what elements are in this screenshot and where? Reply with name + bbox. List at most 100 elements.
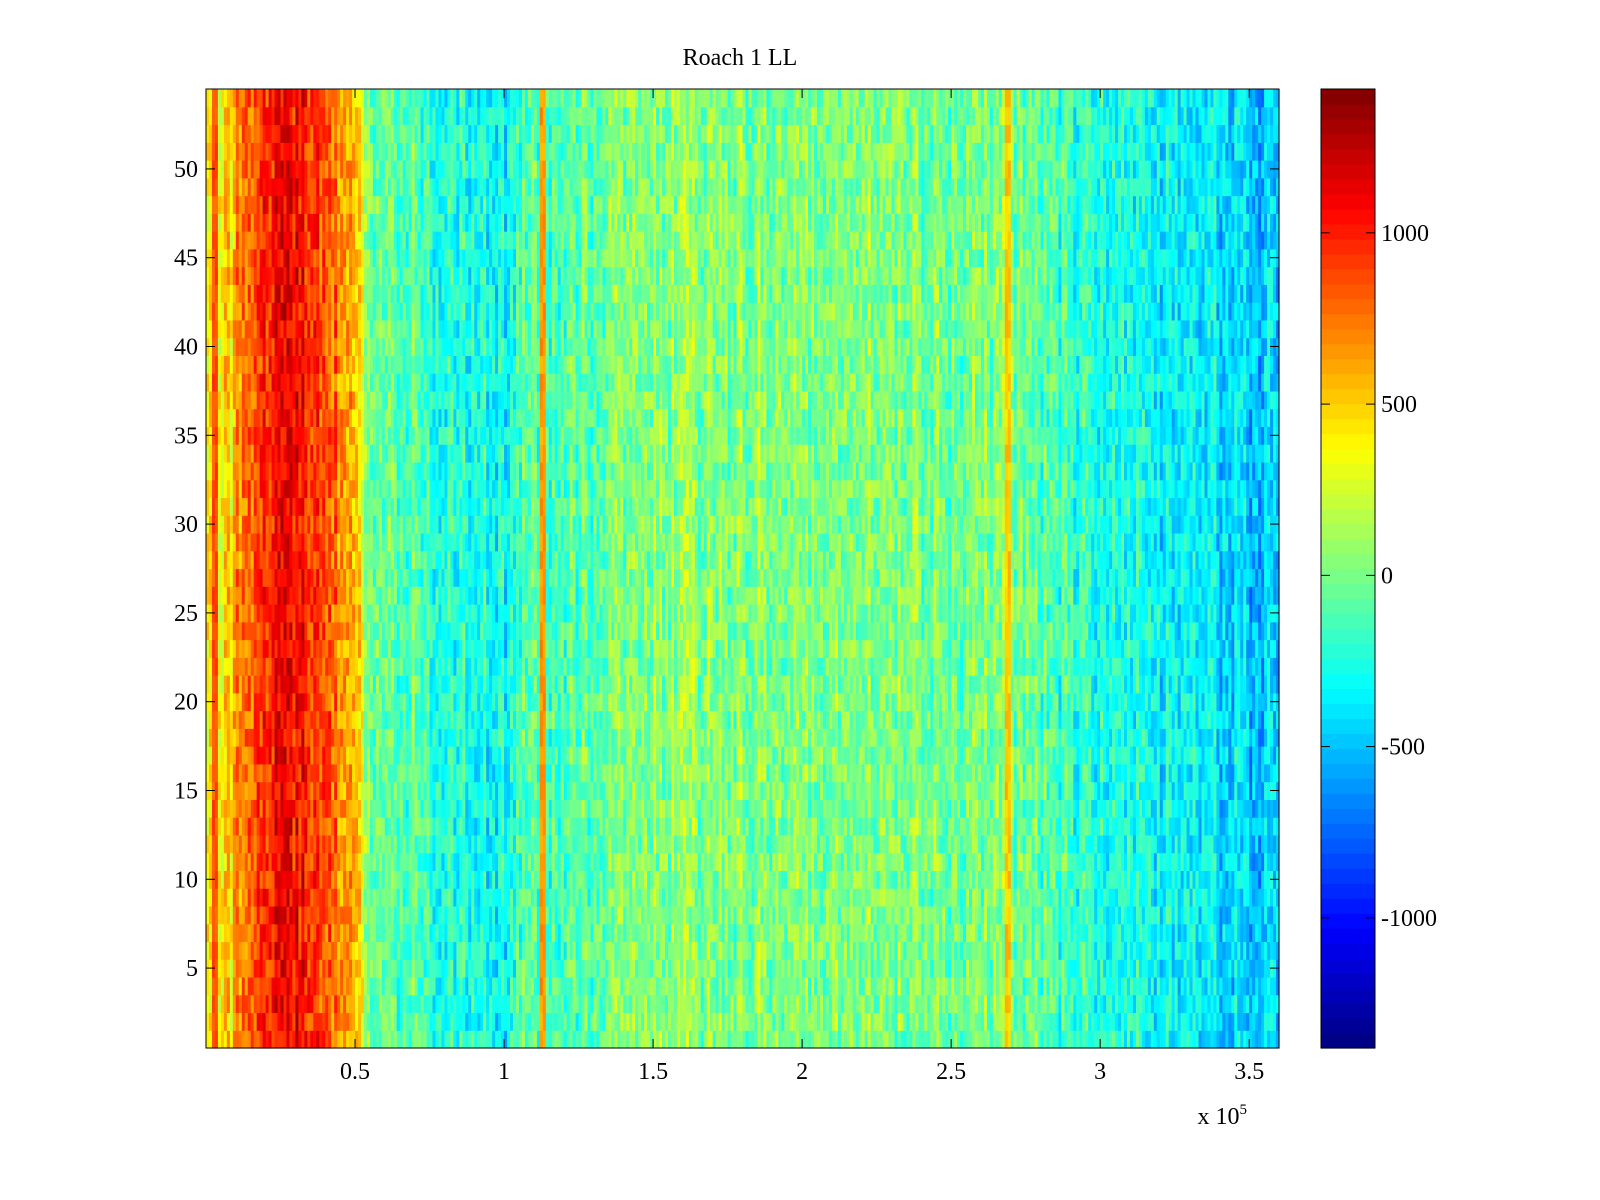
heatmap-cell	[247, 710, 252, 729]
heatmap-cell	[441, 905, 446, 925]
heatmap-cell	[307, 923, 311, 943]
heatmap-cell	[447, 1012, 452, 1031]
heatmap-cell	[310, 568, 314, 587]
heatmap-cell	[360, 142, 365, 161]
heatmap-cell	[235, 675, 240, 694]
heatmap-cell	[420, 604, 425, 623]
heatmap-cell	[390, 160, 395, 179]
heatmap-cell	[414, 976, 419, 996]
heatmap-cell	[229, 160, 234, 179]
heatmap-cell	[399, 763, 404, 783]
heatmap-cell	[310, 408, 314, 428]
heatmap-cell	[295, 1030, 299, 1049]
heatmap-cell	[334, 497, 338, 516]
heatmap-cell	[384, 852, 389, 872]
heatmap-cell	[438, 550, 443, 570]
heatmap-cell	[298, 586, 302, 605]
heatmap-cell	[268, 195, 273, 214]
heatmap-cell	[340, 124, 344, 143]
heatmap-cell	[217, 319, 222, 339]
heatmap-cell	[271, 319, 276, 339]
heatmap-cell	[465, 142, 469, 161]
heatmap-cell	[256, 763, 261, 783]
heatmap-cell	[334, 799, 338, 818]
heatmap-cell	[396, 284, 401, 303]
heatmap-cell	[334, 728, 338, 747]
heatmap-cell	[289, 604, 294, 623]
heatmap-cell	[441, 710, 446, 729]
heatmap-cell	[396, 461, 401, 481]
heatmap-cell	[271, 728, 276, 747]
heatmap-cell	[274, 586, 279, 605]
heatmap-cell	[307, 763, 311, 783]
heatmap-cell	[208, 532, 213, 552]
heatmap-cell	[283, 976, 288, 996]
heatmap-cell	[316, 905, 320, 925]
heatmap-cell	[337, 586, 341, 605]
heatmap-cell	[384, 763, 389, 783]
heatmap-cell	[289, 763, 294, 783]
heatmap-cell	[244, 284, 249, 303]
heatmap-cell	[298, 532, 302, 552]
heatmap-cell	[399, 568, 404, 587]
heatmap-cell	[363, 248, 368, 268]
heatmap-cell	[298, 1012, 302, 1031]
heatmap-cell	[411, 248, 416, 268]
heatmap-cell	[408, 284, 413, 303]
heatmap-cell	[453, 746, 457, 765]
heatmap-cell	[366, 408, 371, 428]
heatmap-cell	[426, 852, 431, 872]
heatmap-cell	[295, 746, 299, 765]
heatmap-cell	[316, 444, 320, 463]
heatmap-cell	[441, 213, 446, 232]
heatmap-cell	[262, 781, 267, 800]
heatmap-cell	[459, 444, 463, 463]
heatmap-cell	[292, 941, 297, 960]
heatmap-cell	[217, 532, 222, 552]
heatmap-cell	[301, 284, 305, 303]
heatmap-cell	[229, 870, 234, 889]
heatmap-cell	[363, 994, 368, 1014]
heatmap-cell	[402, 1012, 407, 1031]
heatmap-cell	[259, 870, 264, 889]
heatmap-cell	[366, 248, 371, 268]
heatmap-cell	[319, 177, 323, 197]
heatmap-cell	[241, 834, 246, 854]
heatmap-cell	[408, 160, 413, 179]
heatmap-cell	[334, 444, 338, 463]
heatmap-cell	[232, 337, 237, 356]
heatmap-cell	[244, 852, 249, 872]
heatmap-cell	[414, 515, 419, 534]
heatmap-cell	[280, 763, 285, 783]
heatmap-cell	[226, 870, 231, 889]
heatmap-cell	[298, 302, 302, 321]
heatmap-cell	[271, 213, 276, 232]
heatmap-cell	[405, 923, 410, 943]
heatmap-cell	[420, 444, 425, 463]
heatmap-cell	[390, 941, 395, 960]
heatmap-cell	[310, 675, 314, 694]
heatmap-cell	[411, 213, 416, 232]
heatmap-cell	[229, 905, 234, 925]
heatmap-cell	[417, 408, 422, 428]
heatmap-cell	[396, 994, 401, 1014]
heatmap-cell	[477, 550, 481, 570]
heatmap-cell	[307, 1030, 311, 1049]
heatmap-cell	[405, 604, 410, 623]
heatmap-cell	[307, 515, 311, 534]
heatmap-cell	[322, 89, 326, 108]
heatmap-cell	[471, 124, 475, 143]
heatmap-cell	[441, 888, 446, 907]
heatmap-cell	[343, 337, 347, 356]
heatmap-cell	[247, 231, 252, 250]
heatmap-cell	[235, 177, 240, 197]
heatmap-cell	[426, 497, 431, 516]
heatmap-cell	[429, 160, 434, 179]
heatmap-cell	[402, 461, 407, 481]
heatmap-cell	[450, 89, 454, 108]
heatmap-cell	[313, 373, 317, 392]
heatmap-cell	[295, 586, 299, 605]
heatmap-cell	[247, 976, 252, 996]
heatmap-cell	[307, 89, 311, 108]
heatmap-cell	[462, 373, 466, 392]
